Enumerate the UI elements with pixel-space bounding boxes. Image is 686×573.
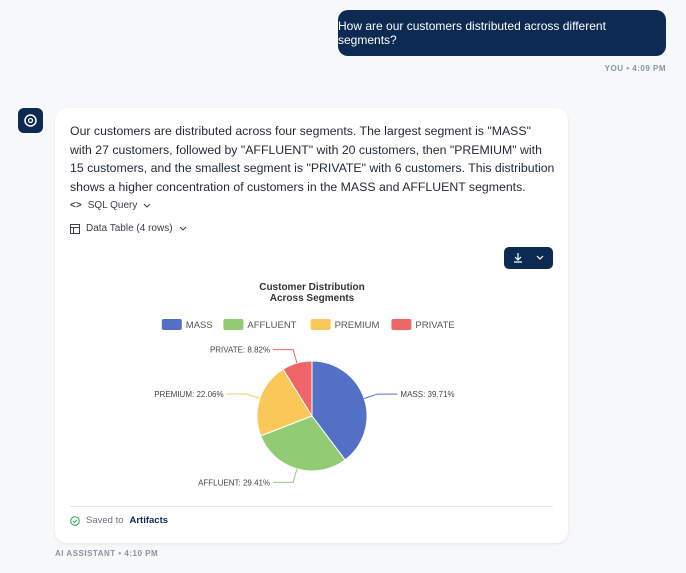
chart-title: Across Segments: [270, 293, 355, 304]
avatar-icon: [24, 114, 37, 127]
data-label: MASS: 39.71%: [400, 390, 454, 399]
table-icon: [70, 223, 80, 234]
download-icons: [514, 253, 544, 263]
leader-line: [363, 393, 398, 400]
user-message: How are our customers distributed across…: [338, 10, 666, 56]
saved-prefix: Saved to: [86, 515, 124, 526]
divider: [70, 506, 553, 507]
legend-swatch: [161, 319, 182, 330]
pie-slice: [311, 360, 368, 461]
leader-line: [273, 468, 298, 483]
legend-swatch: [223, 319, 244, 330]
table-toggle-label: Data Table (4 rows): [86, 223, 173, 234]
leader-line: [226, 393, 261, 399]
chevron: [179, 226, 186, 231]
sql-toggle[interactable]: <> SQL Query: [70, 200, 151, 211]
table-toggle[interactable]: Data Table (4 rows): [70, 223, 187, 234]
pie-slice: [256, 368, 313, 437]
artifacts-link[interactable]: Artifacts: [129, 515, 169, 526]
assistant-message: Our customers are distributed across fou…: [70, 124, 555, 194]
legend-label: PRIVATE: [415, 320, 454, 331]
legend-swatch: [310, 319, 331, 330]
data-label: PREMIUM: 22.06%: [154, 390, 223, 399]
code-icon: <>: [70, 200, 82, 211]
legend-swatch: [391, 319, 412, 330]
legend-label: AFFLUENT: [247, 320, 296, 331]
user-meta: YOU • 4:09 PM: [604, 64, 666, 73]
data-label: AFFLUENT: 29.41%: [198, 478, 270, 487]
chevron: [143, 203, 151, 208]
assistant-card: Our customers are distributed across fou…: [55, 108, 568, 543]
saved-note: Saved to Artifacts: [70, 515, 168, 526]
leader-line: [273, 349, 298, 364]
pie-slice: [260, 415, 346, 472]
chart-title: Customer Distribution: [259, 282, 365, 293]
assistant-avatar: [18, 108, 43, 133]
data-label: PRIVATE: 8.82%: [210, 346, 270, 355]
download-button[interactable]: [504, 247, 553, 269]
pie-slice: [282, 360, 313, 418]
legend-label: MASS: [186, 320, 213, 331]
assistant-meta: AI ASSISTANT • 4:10 PM: [55, 549, 159, 558]
legend-label: PREMIUM: [335, 320, 380, 331]
check-icon: [70, 515, 80, 526]
sql-toggle-label: SQL Query: [87, 200, 138, 211]
